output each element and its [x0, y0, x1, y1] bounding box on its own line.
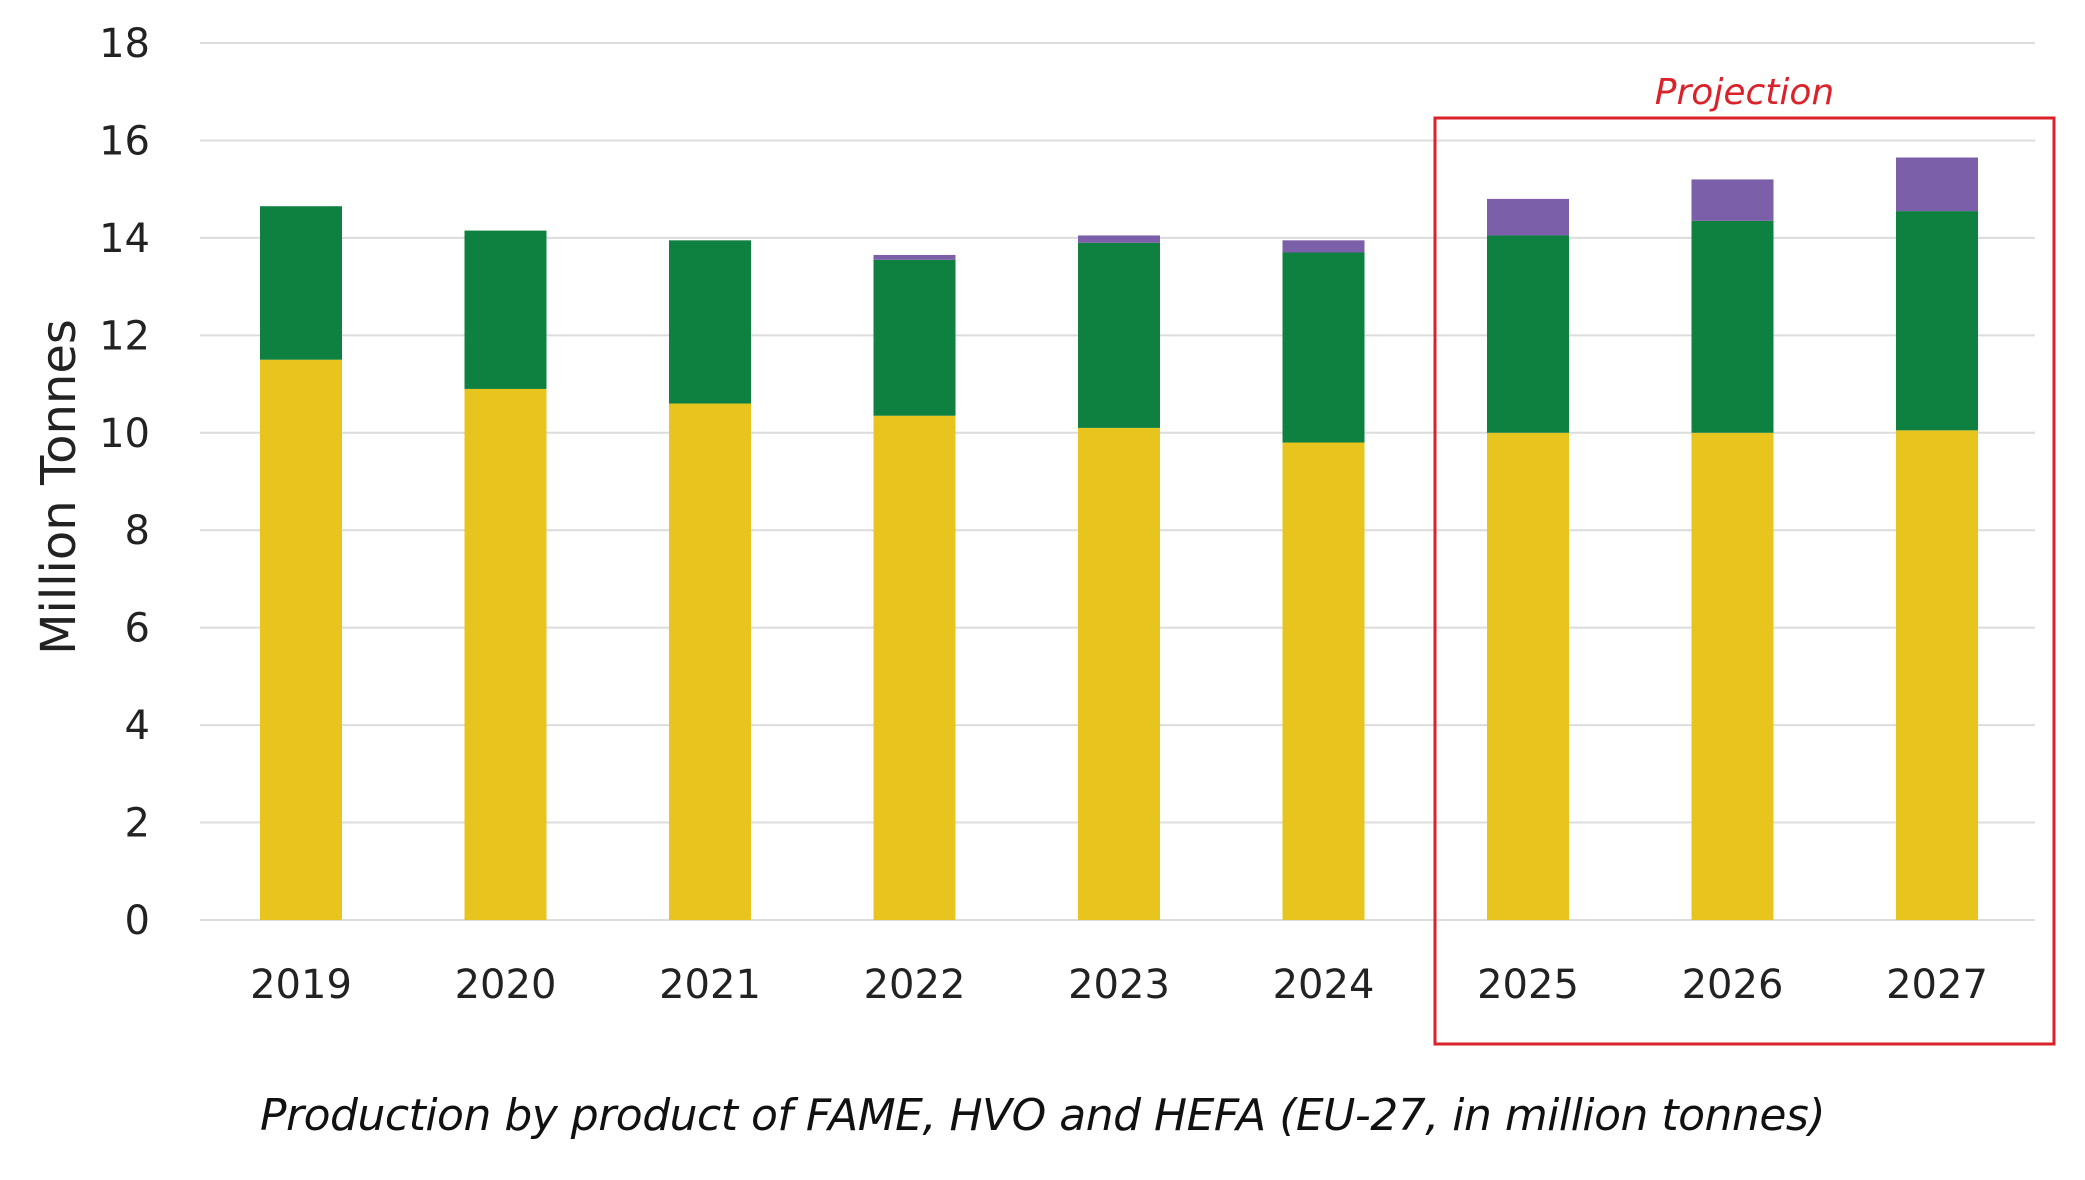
- y-axis-title: Million Tonnes: [31, 319, 87, 655]
- bar-fame-2020: [464, 388, 547, 921]
- bar-hvo-2023: [1078, 242, 1160, 428]
- y-tick-label: 10: [99, 411, 150, 457]
- bar-hefa-2023: [1078, 235, 1160, 243]
- projection-label: Projection: [1655, 72, 1834, 113]
- x-tick-label: 2023: [1068, 962, 1170, 1008]
- bar-fame-2021: [669, 403, 751, 920]
- x-tick-label: 2025: [1477, 962, 1579, 1008]
- bar-hvo-2024: [1282, 252, 1365, 443]
- bar-fame-2023: [1078, 427, 1160, 920]
- bar-fame-2027: [1896, 430, 1978, 920]
- bar-hvo-2025: [1487, 235, 1569, 433]
- y-axis-ticks: 0 2 4 6 8 10 12 14 16 18: [99, 21, 150, 944]
- y-tick-label: 18: [99, 21, 150, 67]
- bar-fame-2025: [1487, 432, 1569, 920]
- bar-fame-2022: [873, 415, 956, 920]
- x-tick-label: 2020: [455, 962, 557, 1008]
- y-tick-label: 14: [99, 216, 150, 262]
- bar-hvo-2026: [1691, 220, 1774, 433]
- x-tick-label: 2024: [1273, 962, 1375, 1008]
- projection-annotation: Projection: [1433, 72, 2056, 1046]
- y-tick-label: 6: [125, 606, 150, 652]
- bar-hvo-2022: [873, 259, 956, 416]
- x-axis-ticks: 2019 2020 2021 2022 2023 2024 2025 2026 2027: [250, 962, 1988, 1008]
- chart-caption: Production by product of FAME, HVO and H…: [260, 1090, 1825, 1141]
- bar-fame-2024: [1282, 442, 1365, 920]
- bar-hefa-2027: [1896, 157, 1978, 212]
- bar-hefa-2026: [1691, 179, 1774, 221]
- y-tick-label: 2: [125, 801, 150, 847]
- bars: [260, 157, 1978, 921]
- bar-hvo-2027: [1896, 211, 1978, 431]
- x-tick-label: 2021: [659, 962, 761, 1008]
- projection-box: [1433, 116, 2056, 1046]
- bar-hvo-2020: [464, 230, 547, 389]
- bar-fame-2019: [260, 359, 342, 920]
- y-tick-label: 12: [99, 313, 150, 359]
- y-tick-label: 0: [125, 898, 150, 944]
- y-tick-label: 4: [125, 703, 150, 749]
- y-tick-label: 8: [125, 508, 150, 554]
- bar-fame-2026: [1691, 432, 1774, 920]
- x-tick-label: 2027: [1886, 962, 1988, 1008]
- x-tick-label: 2022: [864, 962, 966, 1008]
- x-tick-label: 2026: [1682, 962, 1784, 1008]
- bar-hvo-2021: [669, 240, 751, 404]
- bar-hefa-2025: [1487, 198, 1569, 236]
- x-tick-label: 2019: [250, 962, 352, 1008]
- bar-hefa-2024: [1282, 240, 1365, 253]
- y-tick-label: 16: [99, 118, 150, 164]
- bar-hefa-2022: [873, 254, 956, 260]
- bar-hvo-2019: [260, 206, 342, 360]
